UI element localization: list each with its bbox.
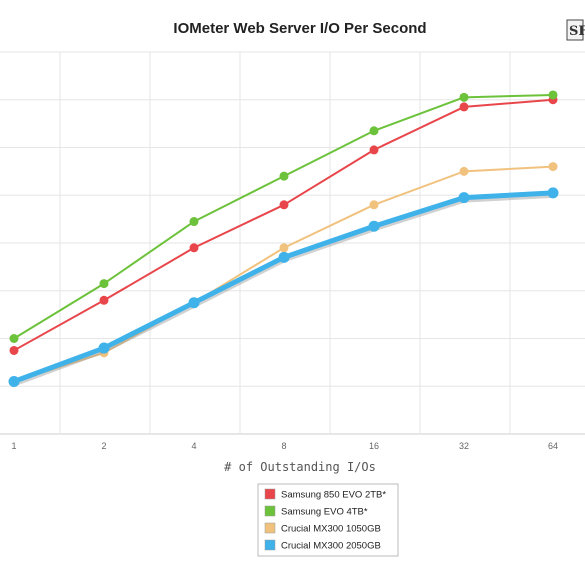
x-tick-label: 2 — [101, 441, 106, 451]
data-point — [458, 192, 470, 204]
data-point — [189, 217, 199, 227]
data-point — [279, 171, 289, 181]
x-tick-labels: 1 2 4 8 16 32 64 — [11, 441, 558, 451]
data-point — [369, 126, 379, 136]
data-point — [9, 334, 19, 343]
data-point — [188, 297, 200, 309]
data-point — [459, 102, 469, 112]
x-tick-label: 64 — [548, 441, 558, 451]
data-point — [369, 200, 379, 210]
data-point — [99, 279, 109, 289]
legend: Samsung 850 EVO 2TB* Samsung EVO 4TB* Cruc… — [264, 488, 386, 552]
site-logo-icon: SF — [566, 19, 585, 41]
data-point — [279, 243, 289, 253]
data-point — [548, 162, 558, 172]
data-point — [459, 92, 469, 102]
data-point — [278, 251, 290, 263]
legend-swatch — [264, 539, 276, 551]
legend-swatch — [264, 505, 276, 517]
data-point — [547, 187, 559, 199]
x-tick-label: 32 — [459, 441, 469, 451]
x-tick-label: 1 — [11, 441, 16, 451]
legend-entry: Crucial MX300 1050GB — [281, 524, 381, 535]
data-point — [548, 90, 558, 100]
x-tick-label: 4 — [191, 441, 196, 451]
series-group — [8, 90, 559, 387]
data-point — [368, 220, 380, 232]
data-point — [9, 345, 19, 355]
chart-title: IOMeter Web Server I/O Per Second — [173, 20, 426, 37]
legend-swatch — [264, 488, 276, 500]
x-tick-label: 16 — [369, 441, 379, 451]
x-tick-label: 8 — [281, 441, 286, 451]
data-point — [189, 243, 199, 253]
legend-entry: Crucial MX300 2050GB — [281, 541, 381, 552]
data-point — [279, 200, 289, 210]
legend-swatch — [264, 522, 276, 534]
x-axis-label: # of Outstanding I/Os — [224, 460, 376, 474]
legend-entry: Samsung EVO 4TB* — [281, 507, 368, 518]
data-point — [459, 166, 469, 176]
grid — [0, 51, 585, 435]
logo-text: SF — [569, 24, 585, 39]
data-point — [8, 375, 20, 387]
data-point — [98, 342, 110, 354]
legend-entry: Samsung 850 EVO 2TB* — [281, 490, 386, 501]
data-point — [369, 145, 379, 155]
data-point — [99, 295, 109, 305]
legend-box — [257, 483, 399, 557]
